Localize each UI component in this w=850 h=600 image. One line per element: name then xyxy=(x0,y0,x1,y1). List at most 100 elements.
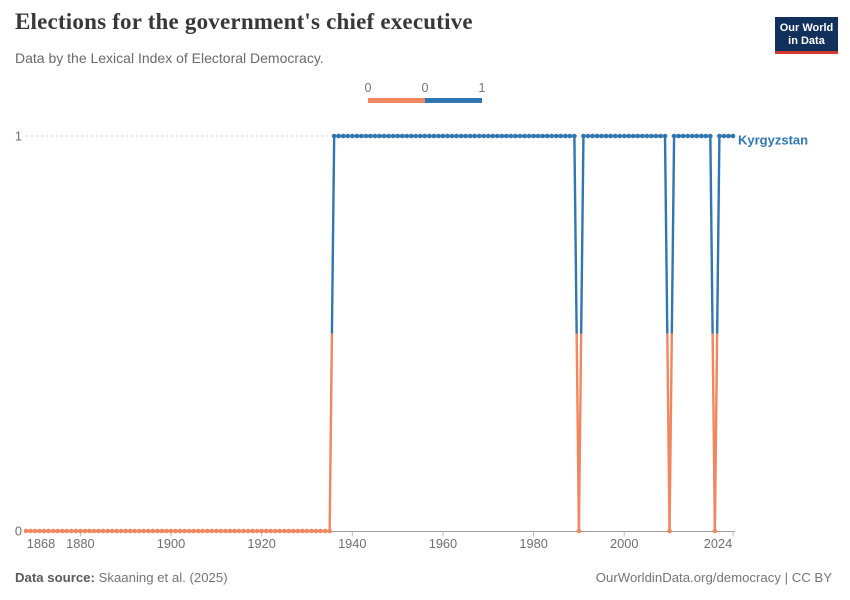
data-point-marker[interactable] xyxy=(626,133,632,139)
data-point-marker[interactable] xyxy=(59,528,65,534)
chart-line-segment[interactable] xyxy=(713,333,719,532)
data-point-marker[interactable] xyxy=(155,528,160,534)
data-point-marker[interactable] xyxy=(671,133,677,139)
data-point-marker[interactable] xyxy=(137,528,142,534)
data-point-marker[interactable] xyxy=(146,528,151,534)
legend-segment-blue[interactable] xyxy=(425,98,482,103)
data-point-marker[interactable] xyxy=(241,528,246,534)
data-point-marker[interactable] xyxy=(576,528,582,534)
data-point-marker[interactable] xyxy=(612,133,618,139)
data-point-marker[interactable] xyxy=(100,528,106,534)
chart-line-segment[interactable] xyxy=(577,333,583,532)
data-point-marker[interactable] xyxy=(467,133,473,139)
data-point-marker[interactable] xyxy=(186,528,192,534)
data-point-marker[interactable] xyxy=(581,133,586,139)
data-point-marker[interactable] xyxy=(540,133,545,139)
data-point-marker[interactable] xyxy=(730,133,736,139)
data-point-marker[interactable] xyxy=(55,528,61,534)
data-point-marker[interactable] xyxy=(553,133,559,139)
data-point-marker[interactable] xyxy=(132,528,138,534)
data-point-marker[interactable] xyxy=(23,528,29,534)
data-point-marker[interactable] xyxy=(200,528,206,534)
data-point-marker[interactable] xyxy=(558,133,564,139)
data-point-marker[interactable] xyxy=(594,133,600,139)
chart-line-segment[interactable] xyxy=(330,135,336,334)
data-point-marker[interactable] xyxy=(32,528,38,534)
data-point-marker[interactable] xyxy=(708,133,713,139)
data-point-marker[interactable] xyxy=(313,528,319,534)
data-point-marker[interactable] xyxy=(608,133,613,139)
data-point-marker[interactable] xyxy=(336,133,342,139)
data-point-marker[interactable] xyxy=(436,133,441,139)
data-point-marker[interactable] xyxy=(82,528,88,534)
data-point-marker[interactable] xyxy=(413,133,419,139)
data-point-marker[interactable] xyxy=(191,528,196,534)
data-point-marker[interactable] xyxy=(259,528,264,534)
data-point-marker[interactable] xyxy=(363,133,369,139)
data-point-marker[interactable] xyxy=(422,133,428,139)
data-point-marker[interactable] xyxy=(449,133,455,139)
data-point-marker[interactable] xyxy=(662,133,668,139)
data-point-marker[interactable] xyxy=(340,133,346,139)
data-point-marker[interactable] xyxy=(495,133,500,139)
data-point-marker[interactable] xyxy=(630,133,636,139)
data-point-marker[interactable] xyxy=(531,133,536,139)
data-point-marker[interactable] xyxy=(254,528,260,534)
data-point-marker[interactable] xyxy=(680,133,686,139)
chart-line-segment[interactable] xyxy=(668,333,674,532)
data-point-marker[interactable] xyxy=(703,133,709,139)
data-point-marker[interactable] xyxy=(726,133,731,139)
data-point-marker[interactable] xyxy=(64,528,70,534)
data-point-marker[interactable] xyxy=(563,133,568,139)
data-point-marker[interactable] xyxy=(463,133,468,139)
data-point-marker[interactable] xyxy=(522,133,527,139)
data-point-marker[interactable] xyxy=(404,133,409,139)
owid-logo[interactable]: Our World in Data xyxy=(775,17,838,54)
data-point-marker[interactable] xyxy=(658,133,663,139)
data-point-marker[interactable] xyxy=(37,528,42,534)
data-point-marker[interactable] xyxy=(359,133,364,139)
data-point-marker[interactable] xyxy=(318,528,323,534)
data-point-marker[interactable] xyxy=(263,528,269,534)
data-point-marker[interactable] xyxy=(105,528,110,534)
data-point-marker[interactable] xyxy=(427,133,432,139)
data-point-marker[interactable] xyxy=(28,528,33,534)
chart-line-segment[interactable] xyxy=(715,135,721,334)
data-point-marker[interactable] xyxy=(250,528,255,534)
data-point-marker[interactable] xyxy=(96,528,101,534)
data-point-marker[interactable] xyxy=(617,133,622,139)
data-point-marker[interactable] xyxy=(173,528,178,534)
legend-segment-orange[interactable] xyxy=(368,98,425,103)
data-point-marker[interactable] xyxy=(204,528,210,534)
data-point-marker[interactable] xyxy=(300,528,305,534)
data-point-marker[interactable] xyxy=(78,528,83,534)
data-point-marker[interactable] xyxy=(504,133,509,139)
data-point-marker[interactable] xyxy=(445,133,450,139)
data-point-marker[interactable] xyxy=(599,133,604,139)
data-point-marker[interactable] xyxy=(182,528,187,534)
data-point-marker[interactable] xyxy=(272,528,278,534)
data-point-marker[interactable] xyxy=(304,528,310,534)
data-point-marker[interactable] xyxy=(209,528,215,534)
data-point-marker[interactable] xyxy=(621,133,627,139)
data-point-marker[interactable] xyxy=(694,133,700,139)
data-point-marker[interactable] xyxy=(476,133,482,139)
data-point-marker[interactable] xyxy=(395,133,400,139)
data-point-marker[interactable] xyxy=(218,528,224,534)
data-point-marker[interactable] xyxy=(268,528,274,534)
data-point-marker[interactable] xyxy=(377,133,382,139)
data-point-marker[interactable] xyxy=(526,133,532,139)
data-point-marker[interactable] xyxy=(390,133,396,139)
data-point-marker[interactable] xyxy=(535,133,541,139)
chart-line-segment[interactable] xyxy=(709,135,714,334)
data-point-marker[interactable] xyxy=(282,528,287,534)
data-point-marker[interactable] xyxy=(109,528,115,534)
data-point-marker[interactable] xyxy=(386,133,391,139)
data-point-marker[interactable] xyxy=(676,133,681,139)
data-point-marker[interactable] xyxy=(159,528,165,534)
data-point-marker[interactable] xyxy=(635,133,641,139)
data-point-marker[interactable] xyxy=(123,528,129,534)
data-point-marker[interactable] xyxy=(295,528,301,534)
data-point-marker[interactable] xyxy=(549,133,555,139)
data-point-marker[interactable] xyxy=(712,528,718,534)
